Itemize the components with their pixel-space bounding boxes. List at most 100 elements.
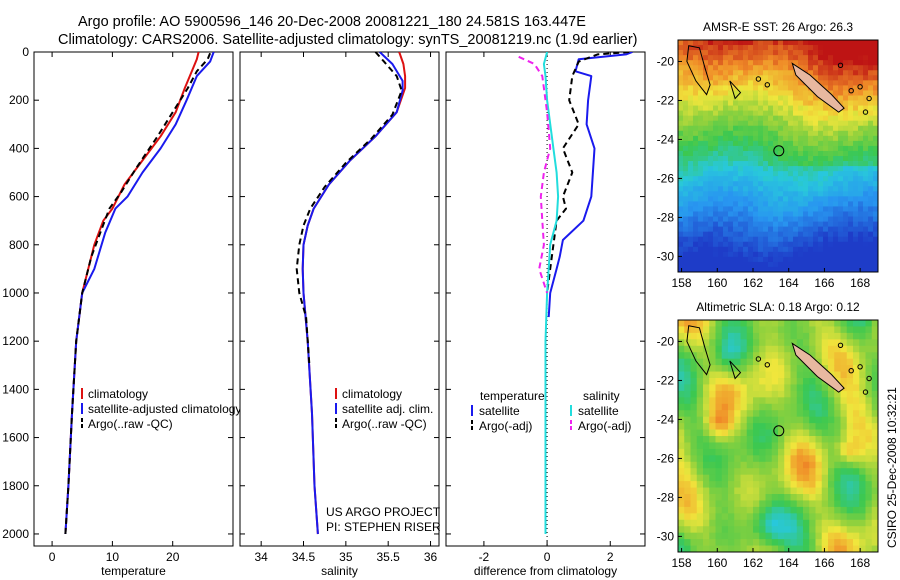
map-cell (693, 65, 699, 71)
map-cell (803, 390, 810, 398)
map-cell (809, 332, 816, 340)
map-cell (765, 429, 773, 437)
map-cell (783, 246, 789, 253)
map-cell (863, 241, 869, 248)
map-cell (758, 130, 764, 137)
map-cell (798, 100, 804, 106)
map-cell (818, 135, 824, 142)
map-cell (708, 95, 714, 101)
map-cell (703, 130, 709, 137)
map-cell (838, 145, 844, 152)
map-cell (740, 339, 748, 347)
map-cell (871, 436, 879, 443)
map-cell (868, 206, 874, 212)
map-cell (728, 125, 734, 132)
map-cell (796, 371, 804, 379)
map-cell (683, 105, 689, 112)
map-cell (843, 90, 849, 96)
map-cell (708, 125, 714, 132)
map-cell (865, 365, 873, 372)
map-cell (721, 390, 729, 398)
map-cell (698, 115, 704, 122)
map-cell (798, 241, 804, 248)
map-cell (843, 246, 849, 253)
map-cell (746, 358, 754, 366)
map-cell (728, 513, 735, 521)
map-cell (873, 120, 879, 127)
map-cell (793, 145, 799, 152)
map-cell (773, 196, 779, 202)
map-cell (853, 156, 859, 162)
map-cell (873, 201, 879, 207)
map-cell (815, 423, 823, 430)
map-cell (778, 60, 784, 66)
map-cell (708, 161, 714, 167)
map-cell (778, 211, 784, 217)
map-cell (863, 211, 869, 217)
map-cell (759, 416, 766, 424)
map-cell (696, 345, 704, 353)
map-cell (698, 65, 704, 71)
map-cell (765, 320, 773, 327)
map-cell (698, 105, 704, 112)
map-cell (763, 166, 769, 172)
map-cell (703, 403, 710, 411)
map-cell (778, 416, 785, 424)
map-cell (846, 442, 854, 450)
map-cell (688, 115, 694, 122)
map-cell (778, 345, 785, 353)
map-cell (678, 156, 684, 162)
reef-outline (686, 45, 711, 96)
map-cell (696, 526, 704, 534)
map-cell (833, 246, 839, 253)
map-cell (733, 221, 739, 228)
map-cell (853, 442, 860, 450)
map-cell (788, 251, 794, 258)
map-cell (793, 150, 799, 157)
map-cell (840, 436, 848, 443)
map-cell (793, 241, 799, 248)
map-cell (688, 201, 694, 207)
map-cell (703, 45, 709, 51)
map-cell (753, 339, 760, 347)
map-cell (723, 231, 729, 238)
map-cell (728, 110, 734, 117)
map-cell (833, 266, 839, 273)
map-cell (778, 397, 785, 405)
map-cell (743, 105, 749, 112)
map-cell (758, 110, 764, 117)
map-cell (733, 40, 739, 46)
map-cell (848, 226, 854, 233)
map-cell (684, 455, 691, 463)
map-cell (759, 545, 766, 553)
map-cell (753, 506, 760, 514)
map-cell (723, 65, 729, 71)
map-cell (838, 100, 844, 106)
map-cell (853, 539, 860, 546)
map-cell (709, 384, 716, 392)
map-cell (863, 50, 869, 56)
map-cell (783, 65, 789, 71)
map-cell (793, 216, 799, 222)
map-cell (678, 506, 685, 514)
map-cell (758, 95, 764, 101)
legend-label: climatology (88, 387, 148, 401)
map-cell (683, 176, 689, 182)
map-cell (723, 186, 729, 192)
map-cell (746, 423, 754, 430)
map-cell (683, 60, 689, 66)
map-cell (709, 442, 716, 450)
map-cell (865, 474, 873, 482)
map-cell (808, 135, 814, 142)
map-cell (683, 135, 689, 142)
map-cell (788, 85, 794, 91)
map-cell (853, 145, 859, 152)
map-cell (746, 352, 754, 360)
map-cell (708, 130, 714, 137)
map-cell (746, 526, 754, 534)
map-cell (753, 70, 759, 76)
map-cell (873, 176, 879, 182)
map-cell (733, 161, 739, 167)
map-cell (853, 95, 859, 101)
